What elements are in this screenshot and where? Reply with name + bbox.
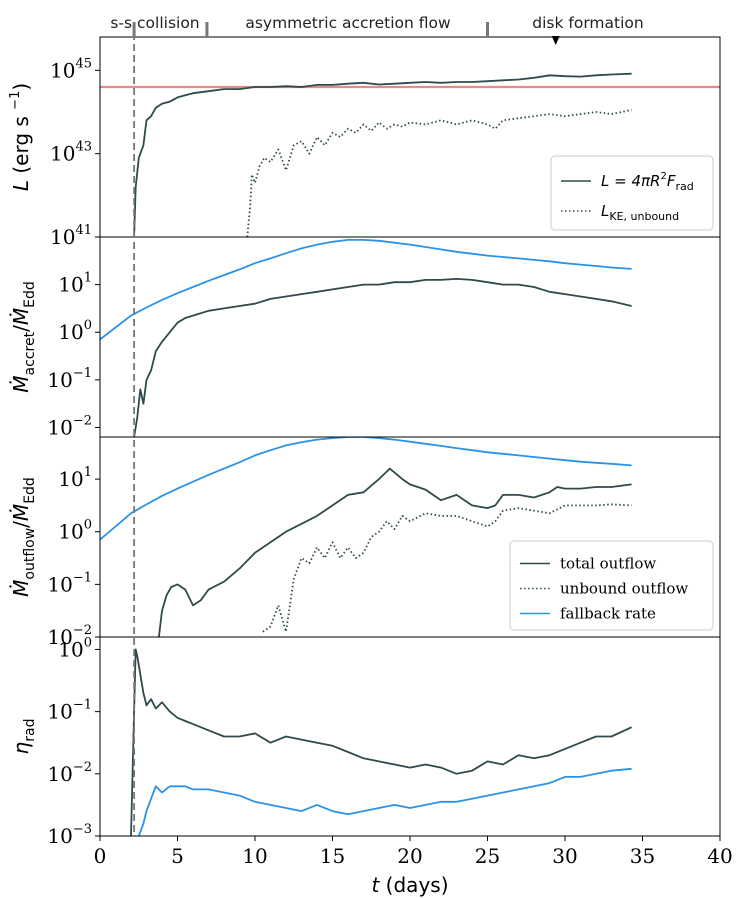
x-axis-label: t (days)	[371, 873, 448, 897]
legend-label: fallback rate	[560, 605, 656, 623]
legend-outflow: total outflow unbound outflow fallback rat…	[509, 540, 714, 631]
series-line-accretion-0	[100, 238, 632, 341]
y-tick-label: 101	[58, 271, 92, 297]
x-tick-label: 25	[475, 844, 500, 868]
y-tick-label: 1043	[50, 140, 92, 166]
y-tick-label: 100	[58, 318, 92, 344]
phase-label: disk formation	[532, 14, 643, 32]
phase-label: s-s collision	[110, 14, 199, 32]
x-tick-label: 30	[552, 844, 577, 868]
x-tick-label: 5	[171, 844, 184, 868]
phase-label: asymmetric accretion flow	[245, 14, 451, 32]
x-tick-label: 35	[630, 844, 655, 868]
series-line-efficiency-1	[137, 767, 632, 836]
series-line-luminosity-0	[133, 72, 632, 237]
y-tick-label: 1041	[50, 223, 92, 249]
legend-label: total outflow	[560, 555, 656, 573]
y-tick-label: 10−2	[47, 413, 92, 439]
y-axis-label: Ṁaccret/ṀEdd	[9, 281, 38, 392]
panel-efficiency: 10−3 10−2 10−1 100 ηrad	[9, 635, 721, 848]
y-tick-label: 10−1	[47, 698, 92, 724]
legend-box	[509, 540, 714, 631]
y-tick-label: 10−1	[47, 366, 92, 392]
series-line-efficiency-0	[130, 648, 632, 836]
y-tick-label: 101	[58, 465, 92, 491]
legend-box	[550, 155, 714, 231]
y-axis-label: Ṁoutflow/ṀEdd	[9, 477, 38, 597]
x-tick-label: 15	[320, 844, 345, 868]
series-line-outflow-1	[158, 467, 632, 637]
y-tick-label: 10−2	[47, 623, 92, 649]
panel-outflow: 10−2 10−1 100 101 Ṁoutflow/ṀEdd total outflow…	[9, 436, 721, 649]
panel-frame	[99, 636, 721, 837]
x-tick-label: 0	[94, 844, 107, 868]
legend-luminosity: L = 4πR2Frad LKE, unbound	[550, 155, 714, 231]
legend-label: LKE, unbound	[601, 202, 679, 223]
x-tick-label: 20	[397, 844, 422, 868]
series-line-luminosity-1	[246, 109, 632, 237]
legend-label: unbound outflow	[560, 580, 688, 598]
y-tick-label: 100	[58, 518, 92, 544]
x-tick-label: 40	[707, 844, 732, 868]
y-tick-label: 10−3	[47, 822, 92, 848]
disk-formation-marker	[551, 36, 560, 45]
y-tick-label: 10−1	[47, 570, 92, 596]
series-line-outflow-2	[262, 503, 632, 633]
panel-frame	[99, 236, 721, 438]
panel-accretion: 10−2 10−1 100 101 Ṁaccret/ṀEdd	[9, 236, 721, 439]
panel-luminosity: 1041 1043 1045 L (erg s −1) L = 4πR2Frad LKE,…	[8, 36, 721, 249]
y-tick-label: 1045	[50, 56, 92, 82]
y-axis-label: ηrad	[9, 719, 38, 755]
y-axis-label: L (erg s −1)	[8, 83, 33, 191]
series-line-outflow-0	[100, 437, 632, 541]
x-tick-label: 10	[242, 844, 267, 868]
legend-label: L = 4πR2Frad	[601, 171, 694, 193]
y-tick-label: 100	[58, 635, 92, 661]
y-tick-label: 10−2	[47, 760, 92, 786]
series-line-accretion-1	[133, 277, 632, 437]
